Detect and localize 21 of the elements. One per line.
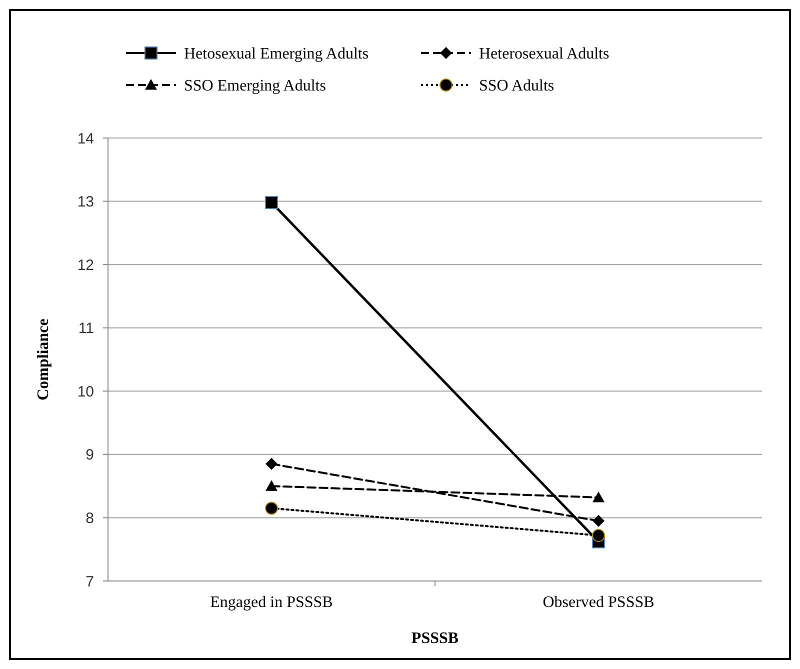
- y-tick-label: 11: [78, 320, 94, 338]
- y-tick-label: 12: [77, 256, 94, 274]
- x-tick-label: Engaged in PSSSB: [210, 594, 333, 611]
- legend-label: SSO Emerging Adults: [184, 78, 326, 95]
- y-tick-label: 10: [77, 383, 94, 400]
- y-tick-label: 8: [86, 510, 94, 527]
- point: [266, 458, 278, 470]
- y-tick-label: 13: [77, 194, 94, 211]
- y-tick-label: 9: [86, 446, 94, 464]
- y-axis-title: Compliance: [35, 318, 52, 400]
- y-tick-label: 7: [86, 573, 94, 590]
- point: [592, 514, 604, 527]
- legend-label: Hetosexual Emerging Adults: [184, 46, 369, 63]
- point: [592, 528, 605, 542]
- x-axis-title: PSSSB: [411, 630, 459, 647]
- legend-label: SSO Adults: [479, 78, 554, 95]
- x-tick-label: Observed PSSSB: [542, 594, 654, 611]
- y-tick-label: 14: [77, 130, 94, 148]
- point: [265, 502, 278, 515]
- legend-label: Heterosexual Adults: [479, 46, 610, 63]
- point: [265, 196, 278, 210]
